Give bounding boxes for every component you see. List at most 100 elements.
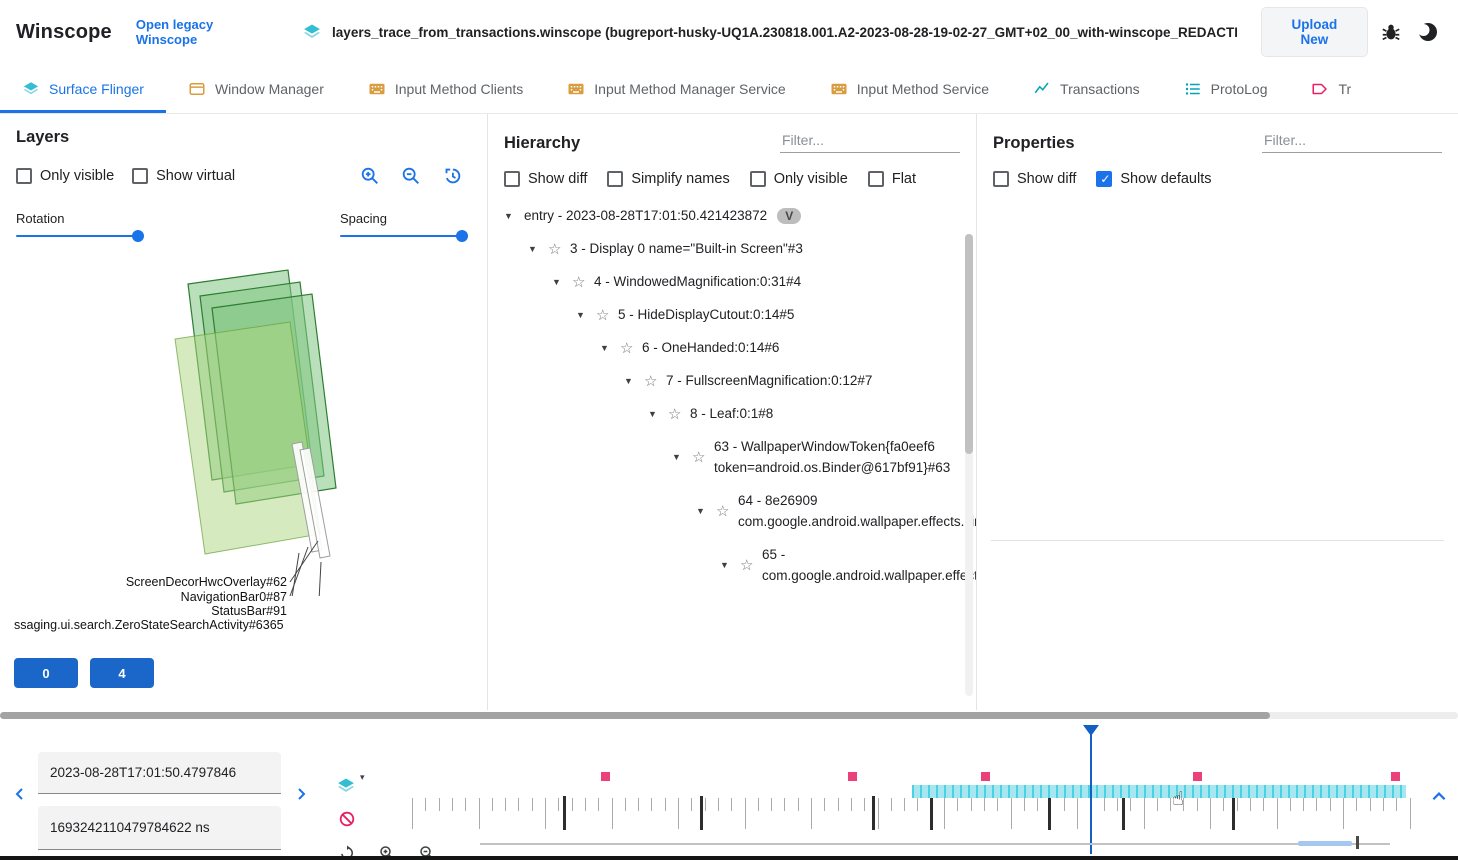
reset-view-icon[interactable] (439, 163, 465, 189)
trace-dropdown-caret-icon[interactable]: ▾ (360, 772, 365, 782)
rotation-thumb[interactable] (132, 230, 144, 242)
timeline-canvas[interactable] (0, 710, 1458, 856)
tab-input-method-service[interactable]: Input Method Service (808, 64, 1011, 113)
tree-node[interactable]: ▼ ☆ 3 - Display 0 name="Built-in Screen"#… (504, 232, 948, 265)
display-0-button[interactable]: 0 (14, 658, 78, 688)
open-legacy-link[interactable]: Open legacy Winscope (135, 17, 214, 47)
ruler-tick (624, 798, 626, 811)
pin-star-icon[interactable]: ☆ (596, 306, 610, 324)
expand-caret-icon[interactable]: ▼ (504, 210, 513, 221)
range-highlight[interactable] (1298, 841, 1352, 846)
expand-caret-icon[interactable]: ▼ (600, 342, 609, 353)
expand-caret-icon[interactable]: ▼ (672, 452, 681, 462)
timeline-panel: 2023-08-28T17:01:50.4797846 169324211047… (0, 710, 1458, 860)
pin-star-icon[interactable]: ☆ (692, 449, 706, 466)
range-track[interactable] (480, 843, 1390, 845)
event-mark[interactable] (1232, 796, 1235, 830)
bug-report-icon[interactable] (1378, 19, 1404, 45)
expand-caret-icon[interactable]: ▼ (720, 560, 729, 570)
event-mark[interactable] (1122, 796, 1125, 830)
event-mark[interactable] (930, 796, 933, 830)
next-entry-icon[interactable] (291, 784, 311, 804)
expand-caret-icon[interactable]: ▼ (576, 309, 585, 320)
event-mark[interactable] (1048, 796, 1051, 830)
content-scrollbar-thumb[interactable] (0, 712, 1270, 719)
show-defaults-checkbox[interactable] (1096, 171, 1113, 187)
show-virtual-checkbox[interactable] (132, 168, 149, 184)
expand-caret-icon[interactable]: ▼ (624, 375, 633, 386)
tree-node-label: 65 - com.google.android.wallpaper.effect… (762, 547, 976, 583)
show-defaults-label: Show defaults (1120, 171, 1212, 187)
hierarchy-filter-input[interactable] (780, 128, 960, 153)
tab-input-method-clients[interactable]: Input Method Clients (346, 64, 545, 113)
properties-filter-input[interactable] (1262, 128, 1442, 153)
block-trace-icon[interactable] (336, 808, 358, 830)
event-mark[interactable] (700, 796, 703, 830)
timestamp-ns-field[interactable]: 1693242110479784622 ns (38, 806, 281, 850)
dark-mode-toggle-icon[interactable] (1414, 18, 1442, 46)
spacing-track[interactable] (340, 230, 468, 242)
only-visible-checkbox[interactable] (16, 168, 32, 184)
pin-star-icon[interactable]: ☆ (572, 273, 586, 291)
tree-node[interactable]: ▼ ☆ 4 - WindowedMagnification:0:31#4 (504, 265, 948, 298)
ruler-tick (518, 798, 520, 811)
expand-caret-icon[interactable]: ▼ (648, 408, 657, 419)
tree-node-entry[interactable]: ▼ entry - 2023-08-28T17:01:50.421423872 … (504, 199, 948, 232)
expand-caret-icon[interactable]: ▼ (528, 243, 537, 254)
pin-star-icon[interactable]: ☆ (740, 557, 754, 574)
tab-transitions[interactable]: Tr (1289, 64, 1373, 113)
ruler-tick (1116, 798, 1118, 811)
pin-star-icon[interactable]: ☆ (668, 405, 682, 423)
range-handle[interactable] (1356, 836, 1359, 849)
expand-caret-icon[interactable]: ▼ (552, 276, 561, 287)
layers-3d-view[interactable] (0, 264, 487, 596)
flat-checkbox[interactable] (867, 171, 884, 187)
tab-transactions[interactable]: Transactions (1011, 64, 1162, 113)
timeline-cursor-handle[interactable] (1083, 725, 1099, 736)
simplify-names-checkbox[interactable] (607, 171, 624, 187)
tab-window-manager[interactable]: Window Manager (166, 64, 346, 113)
ruler-tick (1356, 798, 1358, 811)
tree-node[interactable]: ▼ ☆ 65 - com.google.android.wallpaper.eff… (504, 538, 976, 592)
hierarchy-panel-title: Hierarchy (504, 134, 581, 152)
expand-caret-icon[interactable]: ▼ (696, 506, 705, 516)
tab-protolog[interactable]: ProtoLog (1162, 64, 1290, 113)
pin-star-icon[interactable]: ☆ (644, 372, 658, 390)
transaction-event-square[interactable] (1391, 772, 1400, 781)
display-4-button[interactable]: 4 (90, 658, 154, 688)
transaction-event-square[interactable] (981, 772, 990, 781)
transaction-event-square[interactable] (848, 772, 857, 781)
zoom-out-icon[interactable] (398, 163, 424, 189)
collapse-timeline-icon[interactable] (1428, 786, 1450, 808)
hierarchy-scrollbar-thumb[interactable] (965, 234, 973, 454)
sf-trace-bar[interactable] (912, 785, 1406, 798)
pin-star-icon[interactable]: ☆ (548, 240, 562, 258)
show-diff-checkbox[interactable] (504, 171, 520, 187)
pin-star-icon[interactable]: ☆ (620, 339, 634, 357)
ruler-tick (744, 798, 746, 829)
upload-new-button[interactable]: Upload New (1260, 7, 1368, 57)
tree-node[interactable]: ▼ ☆ 5 - HideDisplayCutout:0:14#5 (504, 298, 948, 331)
tree-node[interactable]: ▼ ☆ 8 - Leaf:0:1#8 (504, 397, 948, 430)
tree-node[interactable]: ▼ ☆ 63 - WallpaperWindowToken{fa0eef6 tok… (504, 430, 950, 484)
event-mark[interactable] (563, 796, 566, 830)
active-trace-layers-icon[interactable] (334, 774, 358, 798)
zoom-in-icon[interactable] (357, 163, 383, 189)
spacing-thumb[interactable] (456, 230, 468, 242)
event-mark[interactable] (872, 796, 875, 830)
only-visible-checkbox[interactable] (749, 171, 766, 187)
prev-entry-icon[interactable] (10, 784, 30, 804)
transaction-event-square[interactable] (1193, 772, 1202, 781)
pin-star-icon[interactable]: ☆ (716, 503, 730, 520)
show-diff-checkbox[interactable] (993, 171, 1009, 187)
tree-node[interactable]: ▼ ☆ 6 - OneHanded:0:14#6 (504, 331, 948, 364)
tab-surface-flinger[interactable]: Surface Flinger (0, 64, 166, 113)
tab-input-method-manager-service[interactable]: Input Method Manager Service (545, 64, 807, 113)
timestamp-human-field[interactable]: 2023-08-28T17:01:50.4797846 (38, 752, 281, 794)
tree-node[interactable]: ▼ ☆ 64 - 8e26909 com.google.android.wallp… (504, 484, 976, 538)
transaction-event-square[interactable] (601, 772, 610, 781)
rotation-track[interactable] (16, 230, 144, 242)
timeline-cursor[interactable] (1090, 727, 1092, 854)
tree-node[interactable]: ▼ ☆ 7 - FullscreenMagnification:0:12#7 (504, 364, 948, 397)
ruler-tick (1343, 798, 1344, 829)
